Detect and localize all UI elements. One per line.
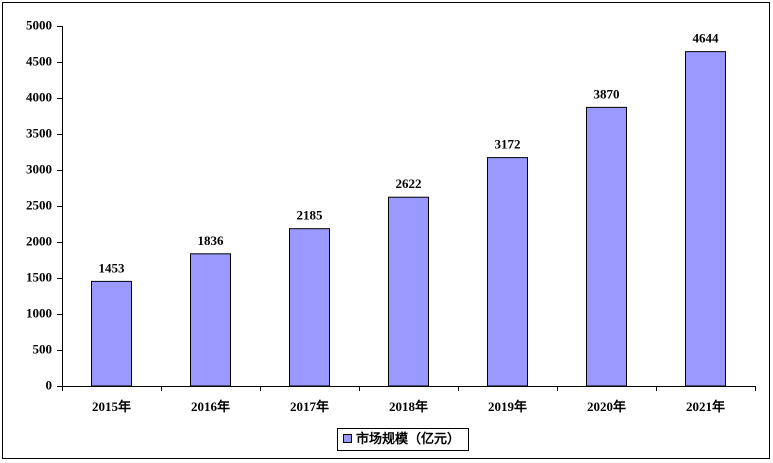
bar bbox=[685, 51, 726, 387]
x-tick-label: 2019年 bbox=[488, 399, 527, 414]
data-label: 3870 bbox=[594, 86, 620, 101]
y-tick-label: 1000 bbox=[26, 305, 52, 320]
data-label: 1836 bbox=[198, 233, 225, 248]
y-tick-label: 2500 bbox=[26, 197, 52, 212]
x-tick-label: 2016年 bbox=[191, 399, 230, 414]
legend bbox=[337, 428, 469, 451]
legend-label: 市场规模（亿元） bbox=[356, 431, 460, 446]
y-tick-label: 3500 bbox=[26, 125, 52, 140]
bar bbox=[487, 157, 528, 387]
data-label: 1453 bbox=[99, 260, 126, 275]
y-tick-label: 500 bbox=[33, 341, 53, 356]
x-tick-label: 2017年 bbox=[290, 399, 329, 414]
x-tick-label: 2015年 bbox=[92, 399, 131, 414]
y-tick-label: 4000 bbox=[26, 89, 52, 104]
data-label: 2622 bbox=[396, 176, 422, 191]
bar bbox=[91, 280, 132, 387]
data-label: 4644 bbox=[693, 31, 720, 46]
bar bbox=[190, 253, 231, 387]
data-label: 3172 bbox=[495, 137, 521, 152]
bar bbox=[388, 196, 429, 387]
y-tick-label: 1500 bbox=[26, 269, 52, 284]
y-tick-label: 0 bbox=[46, 377, 53, 392]
y-tick-label: 2000 bbox=[26, 233, 52, 248]
y-tick-label: 5000 bbox=[26, 17, 52, 32]
y-tick-label: 4500 bbox=[26, 53, 52, 68]
x-tick-label: 2021年 bbox=[686, 399, 725, 414]
x-tick-label: 2020年 bbox=[587, 399, 626, 414]
legend-swatch bbox=[343, 434, 352, 443]
data-label: 2185 bbox=[297, 208, 324, 223]
x-tick-label: 2018年 bbox=[389, 399, 428, 414]
y-tick-label: 3000 bbox=[26, 161, 52, 176]
bar bbox=[586, 106, 627, 387]
bar bbox=[289, 228, 330, 387]
